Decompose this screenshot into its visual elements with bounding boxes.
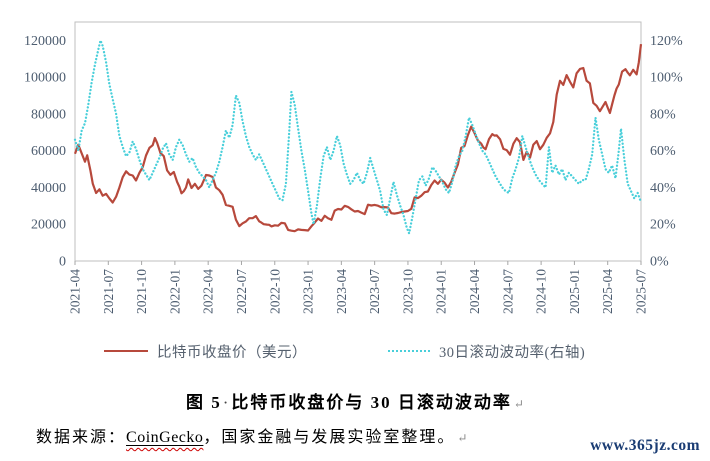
caption-text: 比特币收盘价与 30 日滚动波动率 <box>231 393 512 412</box>
paragraph-mark-icon: ↵ <box>513 397 524 411</box>
x-axis-tick-label: 2024-01 <box>434 269 449 314</box>
left-axis-tick-label: 20000 <box>31 218 66 233</box>
right-axis-tick-label: 40% <box>650 181 676 196</box>
left-axis-tick-label: 100000 <box>24 71 66 86</box>
plot-area-border <box>74 21 642 262</box>
data-source-line: 数据来源：CoinGecko，国家金融与发展实验室整理。 ↵ <box>36 423 467 447</box>
x-axis-tick-label: 2023-01 <box>301 269 316 314</box>
legend-item-volatility: 30日滚动波动率(右轴) <box>388 341 585 361</box>
right-axis-tick-label: 120% <box>650 34 683 49</box>
legend-label-volatility: 30日滚动波动率(右轴) <box>439 344 586 361</box>
x-axis-tick-label: 2021-10 <box>134 269 149 314</box>
right-axis-tick-label: 0% <box>650 255 669 270</box>
source-label: 数据来源： <box>36 429 127 446</box>
price-line-swatch <box>104 350 148 352</box>
left-axis-tick-label: 80000 <box>31 107 66 122</box>
x-axis-tick-label: 2022-01 <box>167 269 182 314</box>
left-axis-tick-label: 40000 <box>31 181 66 196</box>
x-axis-tick-label: 2022-10 <box>267 269 282 314</box>
figure-caption: 图 5·比特币收盘价与 30 日滚动波动率 ↵ <box>0 388 710 413</box>
left-axis-tick-label: 120000 <box>24 34 66 49</box>
price-line <box>73 43 643 233</box>
x-axis-tick-label: 2023-10 <box>400 269 415 314</box>
legend-item-price: 比特币收盘价（美元） <box>104 341 307 361</box>
x-axis-tick-label: 2022-07 <box>234 269 249 314</box>
left-axis-tick-label: 0 <box>59 255 66 270</box>
x-axis-tick-label: 2025-04 <box>600 269 615 314</box>
x-axis-tick-label: 2025-07 <box>634 269 649 314</box>
volatility-line <box>73 39 643 235</box>
source-name-link: CoinGecko <box>126 429 204 446</box>
paragraph-mark-icon: ↵ <box>457 431 468 445</box>
legend-label-price: 比特币收盘价（美元） <box>157 344 307 361</box>
watermark-link[interactable]: www.365jz.com <box>590 437 700 454</box>
x-axis-tick-label: 2023-07 <box>367 269 382 314</box>
btc-price-volatility-chart: 2021-04 2021-07 2021-10 2022-01 2022-04 2022-… <box>24 21 683 314</box>
x-axis-tick-label: 2023-04 <box>334 269 349 314</box>
chart-legend: 比特币收盘价（美元） 30日滚动波动率(右轴) <box>0 341 710 361</box>
x-axis-tick-label: 2025-01 <box>567 269 582 314</box>
x-axis-tick-label: 2024-04 <box>467 269 482 314</box>
x-axis-tick-label: 2021-04 <box>68 269 83 314</box>
x-axis-tick-label: 2024-07 <box>500 269 515 314</box>
caption-number: 图 5 <box>186 393 222 412</box>
right-axis-tick-label: 80% <box>650 107 676 122</box>
right-axis-tick-label: 20% <box>650 218 676 233</box>
x-axis-tick-label: 2021-07 <box>101 269 116 314</box>
left-axis-tick-label: 60000 <box>31 144 66 159</box>
right-axis-tick-label: 60% <box>650 144 676 159</box>
volatility-line-swatch <box>388 350 430 352</box>
right-axis-tick-label: 100% <box>650 71 683 86</box>
x-axis-tick-label: 2022-04 <box>201 269 216 314</box>
space-format-mark: · <box>222 393 231 412</box>
x-axis-tick-label: 2024-10 <box>534 269 549 314</box>
source-rest: ，国家金融与发展实验室整理。 <box>203 429 456 446</box>
